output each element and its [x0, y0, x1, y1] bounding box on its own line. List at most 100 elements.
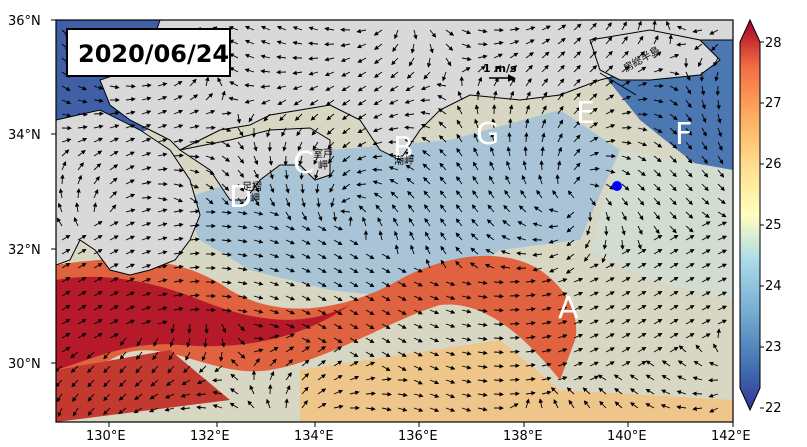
current-vector: [477, 308, 488, 314]
current-vector: [621, 21, 627, 31]
current-vector: [237, 252, 248, 258]
current-vector: [425, 258, 431, 269]
current-vector: [332, 211, 338, 222]
current-vector: [693, 360, 703, 367]
current-vector: [541, 132, 546, 143]
current-vector: [312, 141, 319, 151]
current-vector: [237, 224, 248, 230]
current-vector: [429, 43, 434, 54]
current-vector: [229, 388, 239, 395]
current-vector: [317, 346, 326, 353]
current-vector: [327, 141, 335, 150]
current-vector: [585, 239, 591, 249]
current-vector: [93, 150, 103, 157]
current-vector: [349, 351, 359, 358]
current-vector: [141, 236, 152, 241]
current-vector: [73, 216, 79, 227]
current-vector: [333, 239, 343, 246]
current-vector: [269, 358, 277, 367]
current-vector: [413, 365, 423, 371]
current-vector: [629, 402, 639, 409]
current-vector: [276, 40, 287, 45]
current-vector: [573, 176, 581, 185]
current-vector: [381, 365, 391, 371]
current-vector: [340, 209, 351, 214]
current-vector: [653, 318, 663, 325]
current-vector: [134, 379, 143, 387]
current-vector: [669, 99, 679, 106]
current-vector: [205, 169, 215, 175]
current-vector: [621, 263, 631, 269]
current-vector: [653, 155, 662, 163]
current-vector: [221, 183, 230, 191]
current-vector: [317, 281, 327, 287]
current-vector: [221, 323, 227, 334]
current-vector: [301, 386, 309, 395]
lat-tick-34: 34°N: [8, 128, 41, 143]
current-vector: [605, 50, 613, 59]
current-vector: [491, 118, 496, 129]
current-vector: [501, 235, 511, 241]
current-vector: [493, 40, 504, 46]
current-vector: [165, 393, 175, 399]
current-vector: [93, 124, 104, 129]
current-vector: [189, 251, 200, 256]
current-vector: [166, 379, 175, 386]
current-vector: [181, 379, 191, 386]
current-vector: [189, 124, 200, 129]
current-vector: [701, 221, 711, 227]
current-vector: [717, 249, 728, 255]
current-vector: [315, 183, 320, 194]
southwest-warm-water: [56, 350, 230, 422]
current-vector: [557, 362, 568, 367]
current-vector: [61, 85, 71, 91]
current-vector: [228, 96, 239, 101]
current-vector: [109, 151, 119, 157]
current-vector: [697, 57, 703, 68]
current-vector: [189, 197, 199, 204]
current-vector: [365, 376, 376, 381]
current-vector: [676, 390, 687, 395]
current-vector: [372, 127, 383, 133]
current-vector: [509, 403, 519, 409]
current-vector: [477, 350, 488, 356]
current-vector: [151, 365, 159, 374]
current-vector: [461, 43, 472, 48]
current-vector: [605, 347, 615, 353]
current-vector: [292, 85, 303, 91]
current-vector: [237, 337, 246, 345]
current-vector: [685, 291, 695, 297]
current-vector: [685, 71, 691, 82]
current-vector: [109, 277, 119, 283]
current-vector: [205, 155, 216, 160]
current-vector: [717, 319, 728, 325]
observation-point: [612, 181, 622, 191]
current-vector: [405, 85, 415, 92]
current-vector: [421, 150, 431, 157]
current-vector: [637, 112, 648, 117]
current-vector: [669, 183, 677, 192]
current-vector: [589, 93, 598, 101]
current-vector: [439, 190, 447, 199]
current-vector: [637, 155, 647, 162]
current-vector: [205, 140, 216, 146]
current-vector: [488, 175, 495, 185]
current-vector: [429, 295, 440, 301]
current-vector: [714, 71, 719, 82]
current-vector: [413, 29, 418, 40]
current-vector: [260, 84, 271, 89]
current-vector: [532, 267, 543, 272]
current-vector: [557, 133, 563, 143]
current-vector: [283, 155, 288, 166]
current-vector: [717, 211, 727, 218]
current-vector: [276, 25, 287, 31]
current-vector: [164, 407, 175, 412]
current-vector: [253, 267, 264, 272]
current-vector: [472, 161, 479, 171]
current-vector: [244, 68, 255, 73]
current-vector: [56, 379, 63, 388]
current-vector: [536, 189, 543, 199]
current-vector: [301, 225, 311, 231]
current-vector: [284, 169, 289, 180]
current-vector: [77, 249, 87, 255]
